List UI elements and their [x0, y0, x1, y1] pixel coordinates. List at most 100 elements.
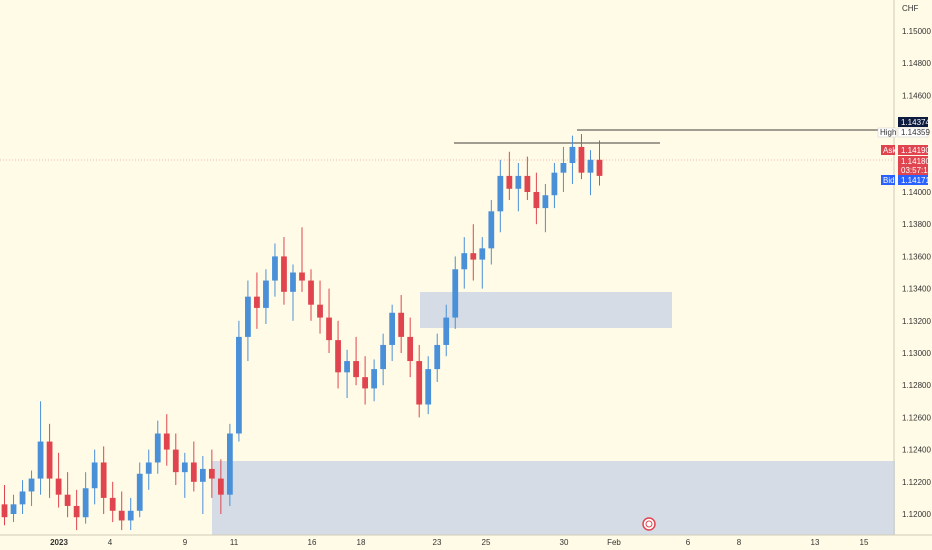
- candle-body[interactable]: [190, 462, 197, 482]
- candle-body[interactable]: [533, 192, 540, 209]
- candle-body[interactable]: [290, 272, 296, 292]
- candle-body[interactable]: [398, 312, 405, 337]
- candle-body[interactable]: [136, 473, 143, 511]
- candle-body[interactable]: [55, 478, 62, 495]
- candle-body[interactable]: [443, 317, 450, 345]
- candle-body[interactable]: [263, 280, 269, 308]
- price-axis[interactable]: CHF 1.150001.148001.146001.140001.138001…: [893, 0, 931, 535]
- supply-demand-zones: [212, 292, 895, 535]
- candle-body[interactable]: [344, 361, 350, 373]
- price-tick-label: 1.12000: [902, 510, 931, 519]
- candle-body[interactable]: [28, 478, 35, 492]
- candle-body[interactable]: [452, 269, 459, 318]
- time-tick-labels: 2023 4 9 11 16 18 23 25 30 Feb 6 8 13 15: [50, 538, 869, 547]
- candle-body[interactable]: [226, 433, 233, 495]
- high-value: 1.14359: [901, 128, 930, 137]
- time-tick-label: 16: [308, 538, 317, 547]
- candle-body[interactable]: [596, 159, 603, 176]
- candle-body[interactable]: [181, 462, 188, 473]
- last-price-value: 1.14180: [901, 157, 930, 166]
- candle-body[interactable]: [1, 504, 8, 518]
- candle-body[interactable]: [560, 163, 567, 173]
- time-tick-label: 11: [230, 538, 239, 547]
- candle-body[interactable]: [19, 491, 26, 505]
- candle-body[interactable]: [127, 510, 134, 521]
- candle-body[interactable]: [154, 433, 161, 463]
- candle-body[interactable]: [172, 449, 179, 473]
- zone-lower: [212, 461, 895, 535]
- time-tick-label: 9: [183, 538, 188, 547]
- candle-body[interactable]: [308, 280, 314, 305]
- candle-body[interactable]: [326, 317, 332, 341]
- economic-event-marker[interactable]: [642, 517, 656, 531]
- candle-body[interactable]: [425, 369, 432, 405]
- candle-body[interactable]: [497, 175, 504, 212]
- candle-body[interactable]: [254, 296, 260, 308]
- candle-body[interactable]: [10, 504, 17, 514]
- candle-body[interactable]: [569, 146, 576, 164]
- candle-body[interactable]: [73, 505, 80, 518]
- candle-body[interactable]: [272, 256, 278, 281]
- candle-body[interactable]: [163, 433, 170, 450]
- horizontal-lines: [0, 129, 894, 161]
- candle-body[interactable]: [524, 175, 531, 192]
- candle-body[interactable]: [208, 468, 215, 479]
- ask-value: 1.14190: [901, 146, 930, 155]
- price-tick-label: 1.13600: [902, 252, 931, 261]
- candle-body[interactable]: [82, 488, 89, 518]
- candle-body[interactable]: [64, 494, 71, 506]
- time-tick-label: 18: [357, 538, 366, 547]
- candle-body[interactable]: [281, 256, 287, 292]
- candle-body[interactable]: [109, 497, 116, 511]
- time-axis[interactable]: 2023 4 9 11 16 18 23 25 30 Feb 6 8 13 15: [0, 534, 932, 547]
- candle-body[interactable]: [542, 195, 549, 209]
- candles[interactable]: [1, 134, 603, 531]
- candle-body[interactable]: [299, 272, 305, 281]
- candle-body[interactable]: [145, 462, 152, 474]
- price-tick-label: 1.13000: [902, 349, 931, 358]
- candle-body[interactable]: [91, 462, 98, 489]
- candle-body[interactable]: [353, 361, 359, 378]
- time-tick-label: 25: [482, 538, 491, 547]
- high-line-value: 1.14374: [901, 118, 930, 127]
- bid-value: 1.14171: [901, 176, 930, 185]
- candle-body[interactable]: [407, 336, 414, 362]
- candle-body[interactable]: [551, 172, 558, 196]
- candle-body[interactable]: [236, 336, 242, 434]
- candle-body[interactable]: [380, 344, 387, 370]
- candle-body[interactable]: [199, 468, 206, 482]
- candle-body[interactable]: [362, 377, 368, 389]
- ask-label: Ask: [883, 146, 897, 155]
- price-tick-label: 1.14800: [902, 59, 931, 68]
- ask-value-tag: [898, 145, 928, 155]
- candle-body[interactable]: [118, 510, 125, 521]
- candle-body[interactable]: [389, 312, 396, 345]
- price-tick-label: 1.12200: [902, 478, 931, 487]
- candle-body[interactable]: [434, 344, 441, 370]
- time-tick-label: 4: [108, 538, 113, 547]
- candle-body[interactable]: [317, 304, 323, 318]
- candle-body[interactable]: [515, 175, 522, 189]
- event-icon[interactable]: [642, 517, 656, 531]
- candle-body[interactable]: [37, 441, 44, 479]
- candle-body[interactable]: [371, 369, 378, 389]
- high-label: High: [880, 128, 896, 137]
- candle-body[interactable]: [479, 248, 486, 260]
- candle-body[interactable]: [335, 340, 341, 373]
- candle-body[interactable]: [217, 478, 224, 495]
- candle-body[interactable]: [578, 146, 585, 173]
- candle-body[interactable]: [245, 296, 251, 337]
- candle-body[interactable]: [416, 361, 423, 405]
- candle-body[interactable]: [470, 253, 477, 260]
- candle-body[interactable]: [100, 462, 107, 498]
- time-tick-label: 23: [433, 538, 442, 547]
- price-tick-label: 1.12800: [902, 381, 931, 390]
- candle-body[interactable]: [46, 441, 53, 479]
- candle-body[interactable]: [506, 175, 513, 189]
- candle-body[interactable]: [488, 211, 495, 249]
- bid-label-tag: [881, 175, 895, 185]
- candle-body[interactable]: [461, 253, 468, 270]
- high-value-tag: [897, 127, 929, 138]
- candle-body[interactable]: [587, 159, 594, 173]
